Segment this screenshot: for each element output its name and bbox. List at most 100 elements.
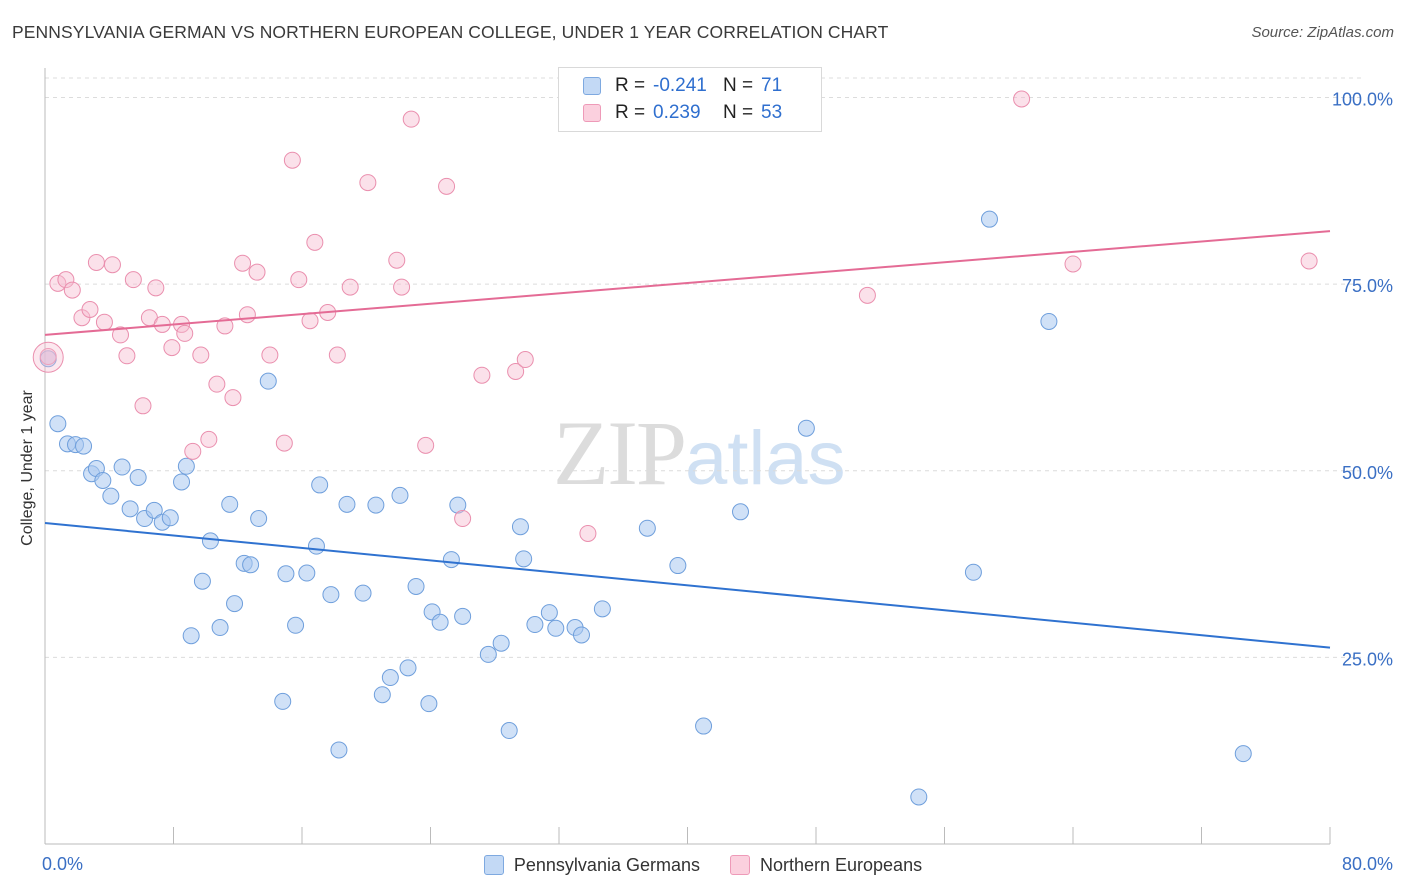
data-point-pennsylvania-germans — [201, 532, 219, 550]
data-point-northern-europeans — [234, 254, 252, 272]
trend-line-northern-europeans — [44, 230, 1331, 336]
data-point-pennsylvania-germans — [572, 626, 590, 644]
legend-label: Pennsylvania Germans — [513, 854, 700, 875]
data-point-pennsylvania-germans — [307, 537, 325, 555]
trend-lines — [44, 230, 1331, 649]
data-point-pennsylvania-germans — [113, 458, 131, 476]
data-point-northern-europeans — [516, 351, 534, 369]
data-point-pennsylvania-germans — [420, 695, 438, 713]
r-label: R = — [615, 102, 646, 123]
series-pennsylvania-germans — [39, 210, 1252, 806]
data-point-northern-europeans — [147, 279, 165, 297]
data-point-northern-europeans — [39, 348, 57, 366]
data-point-pennsylvania-germans — [250, 510, 268, 528]
data-point-pennsylvania-germans — [177, 457, 195, 475]
x-tick-label: 80.0% — [1342, 854, 1393, 874]
source-label: Source: ZipAtlas.com — [1251, 24, 1394, 41]
data-point-northern-europeans — [248, 263, 266, 281]
data-point-northern-europeans — [393, 278, 411, 296]
data-point-northern-europeans — [328, 346, 346, 364]
legend-swatch-blue — [583, 77, 601, 95]
data-point-pennsylvania-germans — [399, 659, 417, 677]
data-point-pennsylvania-germans — [354, 584, 372, 602]
data-point-northern-europeans — [238, 306, 256, 324]
data-point-pennsylvania-germans — [330, 741, 348, 759]
data-point-pennsylvania-germans — [182, 627, 200, 645]
data-point-northern-europeans — [402, 110, 420, 128]
data-point-pennsylvania-germans — [161, 509, 179, 527]
data-point-northern-europeans — [306, 233, 324, 251]
data-point-pennsylvania-germans — [669, 557, 687, 575]
data-point-pennsylvania-germans — [277, 565, 295, 583]
data-point-northern-europeans — [57, 271, 75, 289]
data-point-pennsylvania-germans — [145, 501, 163, 519]
data-point-pennsylvania-germans — [638, 519, 656, 537]
data-point-pennsylvania-germans — [797, 419, 815, 437]
data-point-pennsylvania-germans — [173, 473, 191, 491]
data-point-pennsylvania-germans — [367, 496, 385, 514]
data-point-northern-europeans — [1064, 255, 1082, 273]
data-point-northern-europeans — [388, 251, 406, 269]
y-tick-label: 75.0% — [1342, 276, 1393, 296]
series-legend: Pennsylvania Germans Northern Europeans — [0, 852, 1406, 878]
watermark-atlas: atlas — [685, 416, 846, 501]
data-point-northern-europeans — [176, 324, 194, 342]
y-tick-label: 100.0% — [1332, 90, 1393, 110]
data-point-pennsylvania-germans — [338, 495, 356, 513]
data-point-pennsylvania-germans — [322, 586, 340, 604]
data-point-northern-europeans — [454, 510, 472, 528]
data-point-pennsylvania-germans — [242, 556, 260, 574]
data-point-pennsylvania-germans — [391, 486, 409, 504]
legend-item-pennsylvania-germans: Pennsylvania Germans — [483, 854, 700, 876]
data-point-northern-europeans — [858, 286, 876, 304]
data-point-pennsylvania-germans — [695, 717, 713, 735]
n-label: N = — [723, 75, 754, 96]
data-point-pennsylvania-germans — [479, 645, 497, 663]
data-point-northern-europeans — [200, 430, 218, 448]
data-point-pennsylvania-germans — [454, 607, 472, 625]
data-point-pennsylvania-germans — [211, 619, 229, 637]
data-point-northern-europeans — [341, 278, 359, 296]
data-point-northern-europeans — [163, 339, 181, 357]
data-point-pennsylvania-germans — [287, 616, 305, 634]
data-point-pennsylvania-germans — [373, 686, 391, 704]
data-point-northern-europeans — [192, 346, 210, 364]
series-northern-europeans — [32, 90, 1318, 542]
data-point-northern-europeans — [184, 442, 202, 460]
data-point-northern-europeans — [111, 326, 129, 344]
data-point-pennsylvania-germans — [121, 500, 139, 518]
legend-label: Northern Europeans — [759, 854, 923, 875]
data-point-pennsylvania-germans — [102, 487, 120, 505]
data-point-pennsylvania-germans — [964, 563, 982, 581]
data-point-northern-europeans — [473, 366, 491, 384]
data-point-pennsylvania-germans — [1234, 745, 1252, 763]
data-point-northern-europeans — [438, 177, 456, 195]
watermark-zip: ZIP — [553, 402, 687, 504]
data-point-pennsylvania-germans — [75, 437, 93, 455]
data-point-pennsylvania-germans — [298, 564, 316, 582]
data-point-northern-europeans — [124, 271, 142, 289]
data-point-pennsylvania-germans — [511, 518, 529, 536]
r-value: -0.241 — [653, 75, 707, 96]
data-point-pennsylvania-germans — [492, 634, 510, 652]
data-point-northern-europeans — [103, 256, 121, 274]
data-point-northern-europeans-large — [32, 341, 64, 373]
data-point-northern-europeans — [49, 274, 67, 292]
data-point-northern-europeans — [216, 317, 234, 335]
data-point-northern-europeans — [275, 434, 293, 452]
n-label: N = — [723, 102, 754, 123]
data-point-northern-europeans — [507, 362, 525, 380]
chart-title: PENNSYLVANIA GERMAN VS NORTHERN EUROPEAN… — [12, 22, 889, 42]
legend-row-northern-europeans: R = 0.239 N = 53 — [583, 100, 782, 126]
data-point-pennsylvania-germans — [526, 616, 544, 634]
data-point-northern-europeans — [208, 375, 226, 393]
data-point-pennsylvania-germans — [442, 551, 460, 569]
data-point-northern-europeans — [118, 347, 136, 365]
data-point-pennsylvania-germans — [407, 577, 425, 595]
data-point-pennsylvania-germans — [431, 613, 449, 631]
r-label: R = — [615, 75, 646, 96]
data-point-pennsylvania-germans — [540, 604, 558, 622]
watermark: ZIPatlas — [553, 400, 846, 506]
data-point-pennsylvania-germans — [1040, 312, 1058, 330]
